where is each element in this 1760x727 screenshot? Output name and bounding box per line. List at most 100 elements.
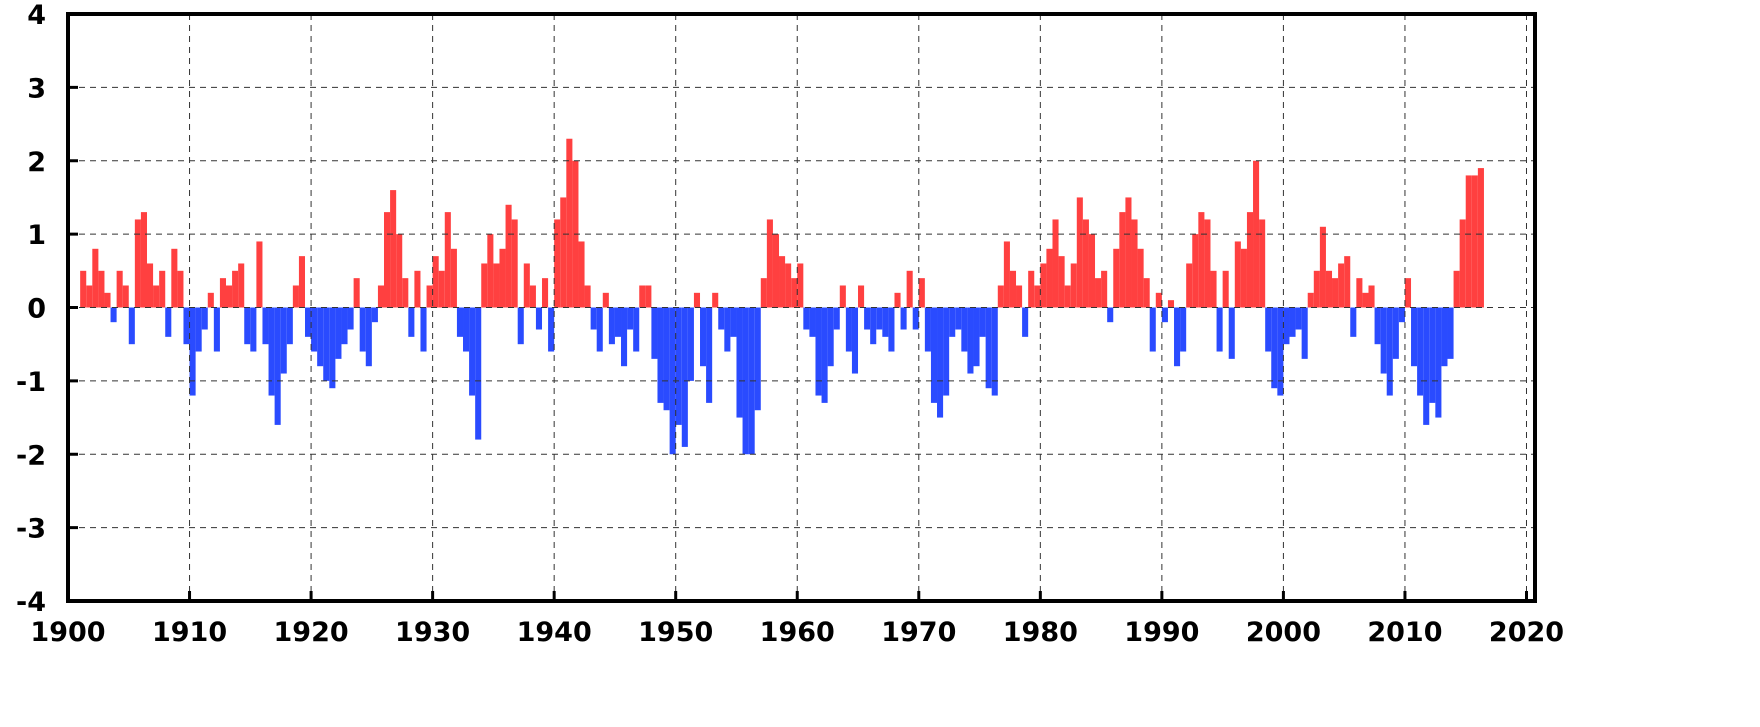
bar — [1009, 270, 1017, 308]
bar — [189, 307, 196, 396]
bar — [681, 307, 688, 447]
bar — [1362, 292, 1369, 308]
bar — [529, 285, 536, 308]
bar — [250, 307, 257, 352]
bar — [1271, 307, 1278, 389]
bar — [633, 307, 640, 352]
x-tick-label: 1910 — [152, 617, 227, 648]
bar — [614, 307, 622, 337]
bar — [712, 292, 719, 308]
bar — [153, 285, 160, 308]
bar — [523, 263, 530, 308]
bar — [1307, 292, 1314, 308]
bar — [949, 307, 956, 337]
bar — [1119, 212, 1126, 308]
bar — [766, 219, 773, 308]
bar — [894, 292, 901, 308]
bar — [888, 307, 895, 352]
plot-frame — [66, 12, 1537, 603]
x-tick-label: 1970 — [881, 617, 956, 648]
bar — [815, 307, 822, 396]
bar — [1064, 285, 1071, 308]
bar — [1265, 307, 1272, 352]
bar — [1398, 307, 1405, 323]
bar — [1477, 168, 1484, 308]
bar — [98, 270, 105, 308]
bar — [991, 307, 998, 396]
bar — [967, 307, 974, 374]
bar — [797, 263, 804, 308]
bar — [347, 307, 354, 330]
bar — [1471, 175, 1478, 308]
bar — [1313, 270, 1320, 308]
bar — [238, 263, 245, 308]
bar — [292, 285, 299, 308]
bar — [693, 292, 701, 308]
bar — [1441, 307, 1448, 367]
x-tick-label: 1960 — [760, 617, 835, 648]
bar — [1392, 307, 1399, 359]
bar — [900, 307, 907, 330]
bar — [924, 307, 931, 352]
bar — [311, 307, 318, 352]
bar — [882, 307, 889, 337]
bar — [1234, 241, 1241, 308]
bar — [566, 138, 573, 308]
bar — [1301, 307, 1308, 359]
bar — [177, 270, 184, 308]
y-tick-label: 4 — [27, 0, 46, 31]
bar — [760, 278, 767, 308]
bar — [1246, 212, 1254, 308]
bar — [353, 278, 360, 308]
bar — [140, 212, 148, 308]
bar — [1429, 307, 1436, 403]
bar — [876, 307, 883, 330]
bar — [730, 307, 737, 337]
bar — [195, 307, 202, 352]
bar — [1350, 307, 1357, 337]
bar — [1319, 226, 1326, 308]
bar — [511, 219, 518, 308]
y-tick-label: -4 — [16, 587, 46, 618]
bar — [833, 307, 840, 330]
bar — [718, 307, 725, 330]
bar — [979, 307, 986, 337]
bar — [317, 307, 324, 367]
y-tick-label: -1 — [16, 367, 46, 398]
bar — [493, 263, 500, 308]
bar — [183, 307, 190, 345]
bar — [1131, 219, 1138, 308]
bar — [232, 270, 239, 308]
bar — [298, 256, 306, 308]
bar — [1447, 307, 1454, 359]
bar — [645, 285, 652, 308]
bar — [86, 285, 93, 308]
bar — [1040, 263, 1047, 308]
bar — [122, 285, 129, 308]
bar — [870, 307, 877, 345]
bar — [499, 248, 506, 308]
bar — [390, 190, 397, 308]
bar — [1016, 285, 1023, 308]
bar — [505, 204, 512, 308]
bar — [1344, 256, 1351, 308]
bar — [1143, 278, 1150, 308]
bar — [1204, 219, 1211, 308]
bar — [1374, 307, 1381, 345]
bar — [1167, 300, 1175, 308]
bar — [700, 307, 707, 367]
bar — [1435, 307, 1442, 418]
bar — [274, 307, 281, 425]
bar — [1222, 270, 1229, 308]
bar — [1137, 248, 1144, 308]
bar — [845, 307, 852, 352]
bar — [809, 307, 816, 337]
bar — [226, 285, 233, 308]
bar — [930, 307, 938, 403]
bar — [256, 241, 263, 308]
bar — [1198, 212, 1205, 308]
bar — [268, 307, 275, 396]
bar — [779, 256, 786, 308]
bar — [286, 307, 293, 345]
bar — [608, 307, 615, 345]
